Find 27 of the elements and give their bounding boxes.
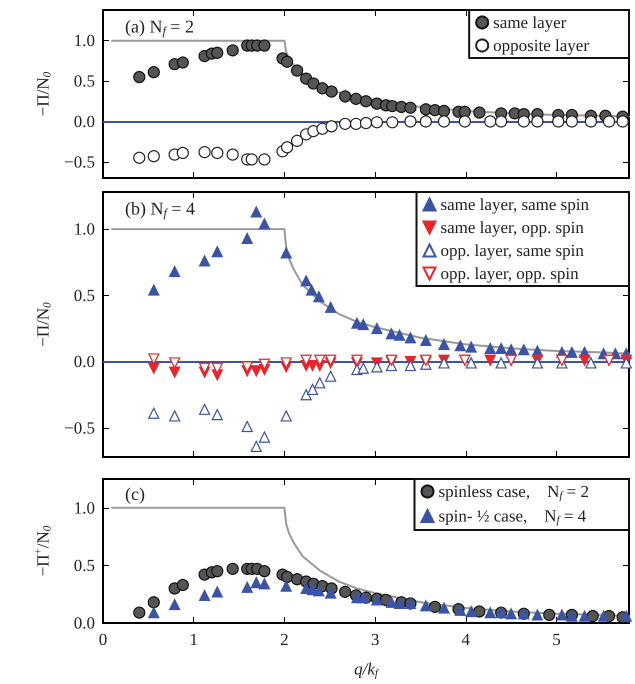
x-tick-label: 2	[280, 630, 289, 649]
y-tick-label: 0.5	[74, 286, 95, 305]
y-tick-label: 1.0	[74, 498, 95, 518]
x-tick-label: 4	[462, 630, 471, 649]
legend-label: opposite layer	[493, 36, 590, 55]
y-tick-label: 0.0	[74, 614, 95, 632]
y-tick-label: 0.0	[74, 352, 95, 372]
y-tick-label: 1.0	[74, 220, 95, 239]
legend-label: opp. layer, opp. spin	[440, 264, 580, 283]
x-tick-label: 0	[98, 630, 108, 649]
y-axis-title: −Π+/N0	[32, 525, 54, 576]
x-tick-label: 3	[370, 630, 380, 649]
y-axis-title: −Π/N0	[34, 71, 54, 116]
y-tick-label: −0.5	[64, 418, 95, 438]
y-tick-label: 1.0	[74, 31, 95, 50]
x-tick-label: 5	[552, 630, 561, 649]
x-tick-label: 1	[189, 630, 198, 649]
legend-label: same layer, opp. spin	[440, 218, 584, 237]
y-tick-label: 0.5	[74, 72, 95, 91]
legend-label: same layer, same spin	[440, 195, 590, 214]
y-tick-label: −0.5	[64, 152, 95, 172]
y-axis-title: −Π/N0	[34, 302, 54, 347]
legend-label: same layer	[493, 13, 567, 32]
chart-title: (c)	[125, 484, 145, 504]
y-tick-label: 0.0	[74, 112, 95, 131]
legend-label: opp. layer, same spin	[440, 241, 584, 260]
y-tick-label: 0.5	[74, 556, 95, 575]
